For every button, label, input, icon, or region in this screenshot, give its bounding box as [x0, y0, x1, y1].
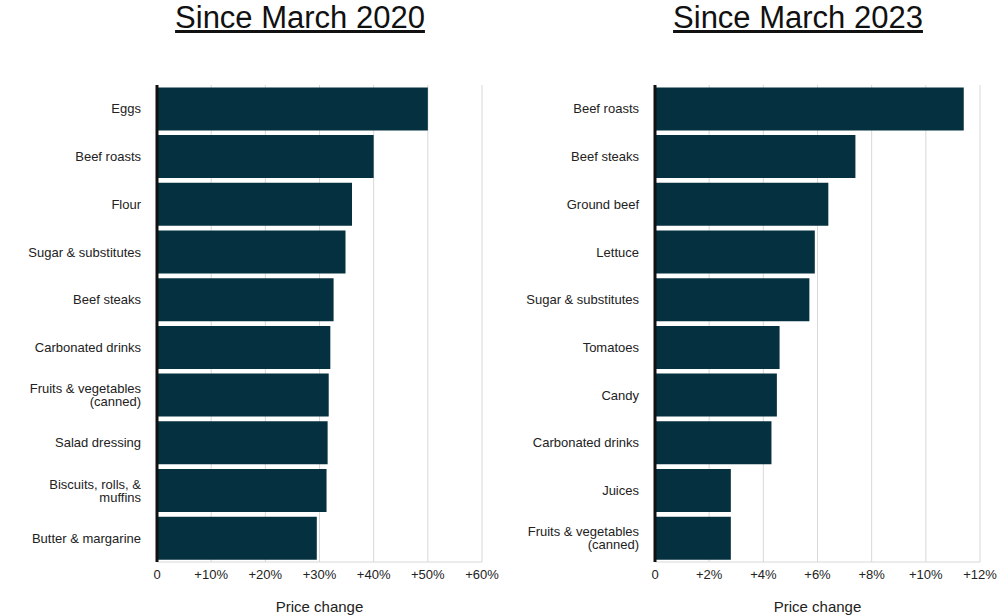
svg-text:Fruits & vegetables(canned): Fruits & vegetables(canned)	[30, 381, 142, 409]
svg-text:Candy: Candy	[601, 388, 639, 403]
svg-text:Eggs: Eggs	[111, 101, 141, 116]
svg-text:Salad dressing: Salad dressing	[55, 435, 141, 450]
svg-text:Fruits & vegetables(canned): Fruits & vegetables(canned)	[528, 524, 640, 552]
svg-text:Lettuce: Lettuce	[596, 245, 639, 260]
svg-text:Carbonated drinks: Carbonated drinks	[533, 435, 640, 450]
svg-text:Beef roasts: Beef roasts	[573, 101, 639, 116]
svg-text:Sugar & substitutes: Sugar & substitutes	[526, 292, 639, 307]
svg-text:Sugar & substitutes: Sugar & substitutes	[28, 245, 141, 260]
svg-text:Flour: Flour	[111, 197, 141, 212]
svg-text:0: 0	[651, 567, 658, 582]
svg-text:+10%: +10%	[909, 567, 943, 582]
svg-text:+20%: +20%	[249, 567, 283, 582]
svg-text:0: 0	[153, 567, 160, 582]
svg-text:Butter & margarine: Butter & margarine	[32, 531, 141, 546]
svg-text:+50%: +50%	[411, 567, 445, 582]
svg-text:Price change: Price change	[276, 598, 364, 615]
svg-text:Juices: Juices	[602, 483, 639, 498]
svg-text:Beef steaks: Beef steaks	[73, 292, 141, 307]
svg-text:Price change: Price change	[774, 598, 862, 615]
svg-text:+10%: +10%	[194, 567, 228, 582]
svg-text:+6%: +6%	[804, 567, 831, 582]
svg-text:Biscuits, rolls, &muffins: Biscuits, rolls, &muffins	[49, 477, 141, 505]
svg-text:+60%: +60%	[465, 567, 499, 582]
svg-text:+8%: +8%	[858, 567, 885, 582]
svg-text:+40%: +40%	[357, 567, 391, 582]
svg-text:+30%: +30%	[303, 567, 337, 582]
svg-text:Tomatoes: Tomatoes	[583, 340, 640, 355]
svg-text:+2%: +2%	[696, 567, 723, 582]
svg-text:Ground beef: Ground beef	[567, 197, 640, 212]
svg-text:+4%: +4%	[750, 567, 777, 582]
svg-text:Beef steaks: Beef steaks	[571, 149, 639, 164]
html-text:Since March 2023: Since March 2023	[673, 0, 923, 35]
html-text:Since March 2020: Since March 2020	[175, 0, 425, 35]
svg-text:Beef roasts: Beef roasts	[75, 149, 141, 164]
svg-text:Carbonated drinks: Carbonated drinks	[35, 340, 142, 355]
svg-text:+12%: +12%	[963, 567, 992, 582]
